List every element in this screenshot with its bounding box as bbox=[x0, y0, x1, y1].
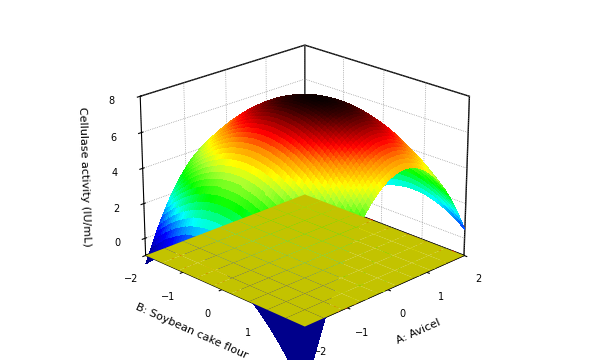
X-axis label: A: Avicel: A: Avicel bbox=[395, 317, 442, 345]
Y-axis label: B: Soybean cake flour: B: Soybean cake flour bbox=[134, 302, 249, 361]
